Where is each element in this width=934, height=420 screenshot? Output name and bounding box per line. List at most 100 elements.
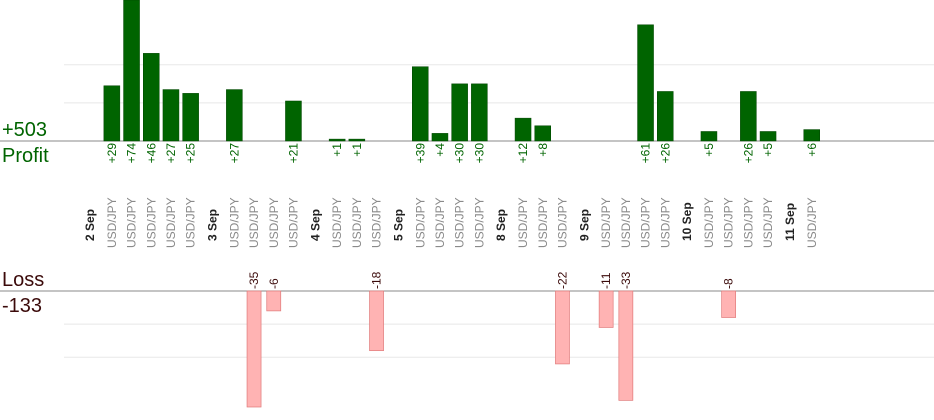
profit-bar xyxy=(226,89,243,142)
profit-value-label: +39 xyxy=(413,143,427,164)
profit-value-label: +27 xyxy=(227,143,241,164)
date-label: 9 Sep xyxy=(577,209,591,241)
date-label: 3 Sep xyxy=(206,209,220,241)
profit-bar xyxy=(451,83,468,142)
loss-value-labels: -35 -6 -18 -22 -11 -33 -8 xyxy=(247,271,736,289)
profit-bar xyxy=(471,83,488,142)
symbol-label: USD/JPY xyxy=(370,197,384,248)
profit-bar xyxy=(514,117,532,142)
loss-bar xyxy=(246,290,262,408)
symbol-label: USD/JPY xyxy=(286,197,300,248)
loss-total: -133 xyxy=(2,295,43,317)
symbol-label: USD/JPY xyxy=(722,197,736,248)
profit-value-label: +30 xyxy=(453,143,467,164)
loss-value-label: -18 xyxy=(370,271,384,289)
symbol-label: USD/JPY xyxy=(125,197,139,248)
loss-value-label: -35 xyxy=(247,271,261,289)
profit-value-label: +26 xyxy=(741,143,755,164)
symbol-label: USD/JPY xyxy=(805,197,819,248)
profit-bar xyxy=(657,91,674,142)
symbol-label: USD/JPY xyxy=(555,197,569,248)
symbol-label: USD/JPY xyxy=(741,197,755,248)
date-label: 8 Sep xyxy=(494,209,508,241)
date-label: 10 Sep xyxy=(680,202,694,241)
profit-value-label: +29 xyxy=(105,143,119,164)
profit-bar xyxy=(348,138,366,142)
profit-value-label: +12 xyxy=(516,143,530,164)
date-label: 2 Sep xyxy=(83,209,97,241)
symbol-label: USD/JPY xyxy=(184,197,198,248)
loss-bar xyxy=(618,290,634,401)
symbol-label: USD/JPY xyxy=(761,197,775,248)
profit-bar xyxy=(182,93,199,142)
profit-value-label: +74 xyxy=(125,143,139,164)
profit-value-labels: +29 +74 +46 +27 +25 +27 +21 +1 +1 +39 +4 +30 +30 +12 +… xyxy=(105,143,819,164)
symbol-label: USD/JPY xyxy=(227,197,241,248)
date-label: 4 Sep xyxy=(308,209,322,241)
profit-gridlines xyxy=(64,64,934,104)
loss-value-label: -11 xyxy=(599,272,613,289)
symbol-label: USD/JPY xyxy=(350,197,364,248)
profit-bar xyxy=(143,53,160,142)
symbol-labels: USD/JPY USD/JPY USD/JPY USD/JPY USD/JPY USD/J… xyxy=(105,197,819,248)
profit-bar xyxy=(431,133,449,142)
symbol-label: USD/JPY xyxy=(433,197,447,248)
loss-bars xyxy=(246,290,737,408)
profit-bar xyxy=(803,129,820,142)
date-label: 11 Sep xyxy=(783,203,797,241)
profit-bars xyxy=(103,0,820,142)
profit-value-label: +25 xyxy=(184,143,198,164)
profit-bar xyxy=(328,138,346,142)
loss-bar xyxy=(266,290,282,312)
profit-value-label: +27 xyxy=(164,143,178,164)
loss-value-label: -6 xyxy=(267,278,281,289)
profit-value-label: +8 xyxy=(536,143,550,157)
profit-bar xyxy=(700,131,718,142)
symbol-label: USD/JPY xyxy=(516,197,530,248)
loss-bar xyxy=(555,290,570,365)
symbol-label: USD/JPY xyxy=(599,197,613,248)
symbol-label: USD/JPY xyxy=(536,197,550,248)
symbol-label: USD/JPY xyxy=(164,197,178,248)
symbol-label: USD/JPY xyxy=(267,197,281,248)
profit-bar xyxy=(759,131,777,142)
loss-bar xyxy=(721,290,737,318)
profit-bar xyxy=(637,24,654,142)
profit-value-label: +21 xyxy=(286,143,300,164)
profit-bar xyxy=(285,100,302,142)
symbol-label: USD/JPY xyxy=(413,197,427,248)
profit-value-label: +26 xyxy=(658,143,672,164)
profit-value-label: +5 xyxy=(761,143,775,157)
profit-label: Profit xyxy=(2,145,49,167)
profit-value-label: +1 xyxy=(330,143,344,157)
profit-value-label: +61 xyxy=(639,143,653,164)
symbol-label: USD/JPY xyxy=(658,197,672,248)
symbol-label: USD/JPY xyxy=(639,197,653,248)
symbol-label: USD/JPY xyxy=(105,197,119,248)
profit-bar xyxy=(412,66,429,142)
profit-value-label: +46 xyxy=(144,143,158,164)
symbol-label: USD/JPY xyxy=(144,197,158,248)
symbol-label: USD/JPY xyxy=(619,197,633,248)
symbol-label: USD/JPY xyxy=(330,197,344,248)
profit-value-label: +1 xyxy=(350,143,364,157)
profit-bar xyxy=(103,85,121,142)
symbol-label: USD/JPY xyxy=(702,197,716,248)
loss-value-label: -22 xyxy=(555,271,569,289)
symbol-label: USD/JPY xyxy=(453,197,467,248)
profit-value-label: +5 xyxy=(702,143,716,157)
loss-bar xyxy=(598,290,614,328)
profit-value-label: +6 xyxy=(805,143,819,157)
profit-bar xyxy=(534,125,551,142)
profit-bar xyxy=(123,0,140,142)
profit-value-label: +30 xyxy=(472,143,486,164)
date-label: 5 Sep xyxy=(391,209,405,241)
profit-bar xyxy=(162,89,180,142)
loss-bar xyxy=(369,290,384,352)
symbol-label: USD/JPY xyxy=(247,197,261,248)
loss-value-label: -33 xyxy=(619,271,633,289)
symbol-label: USD/JPY xyxy=(472,197,486,248)
profit-bar xyxy=(740,91,757,142)
loss-gridlines xyxy=(64,323,934,358)
